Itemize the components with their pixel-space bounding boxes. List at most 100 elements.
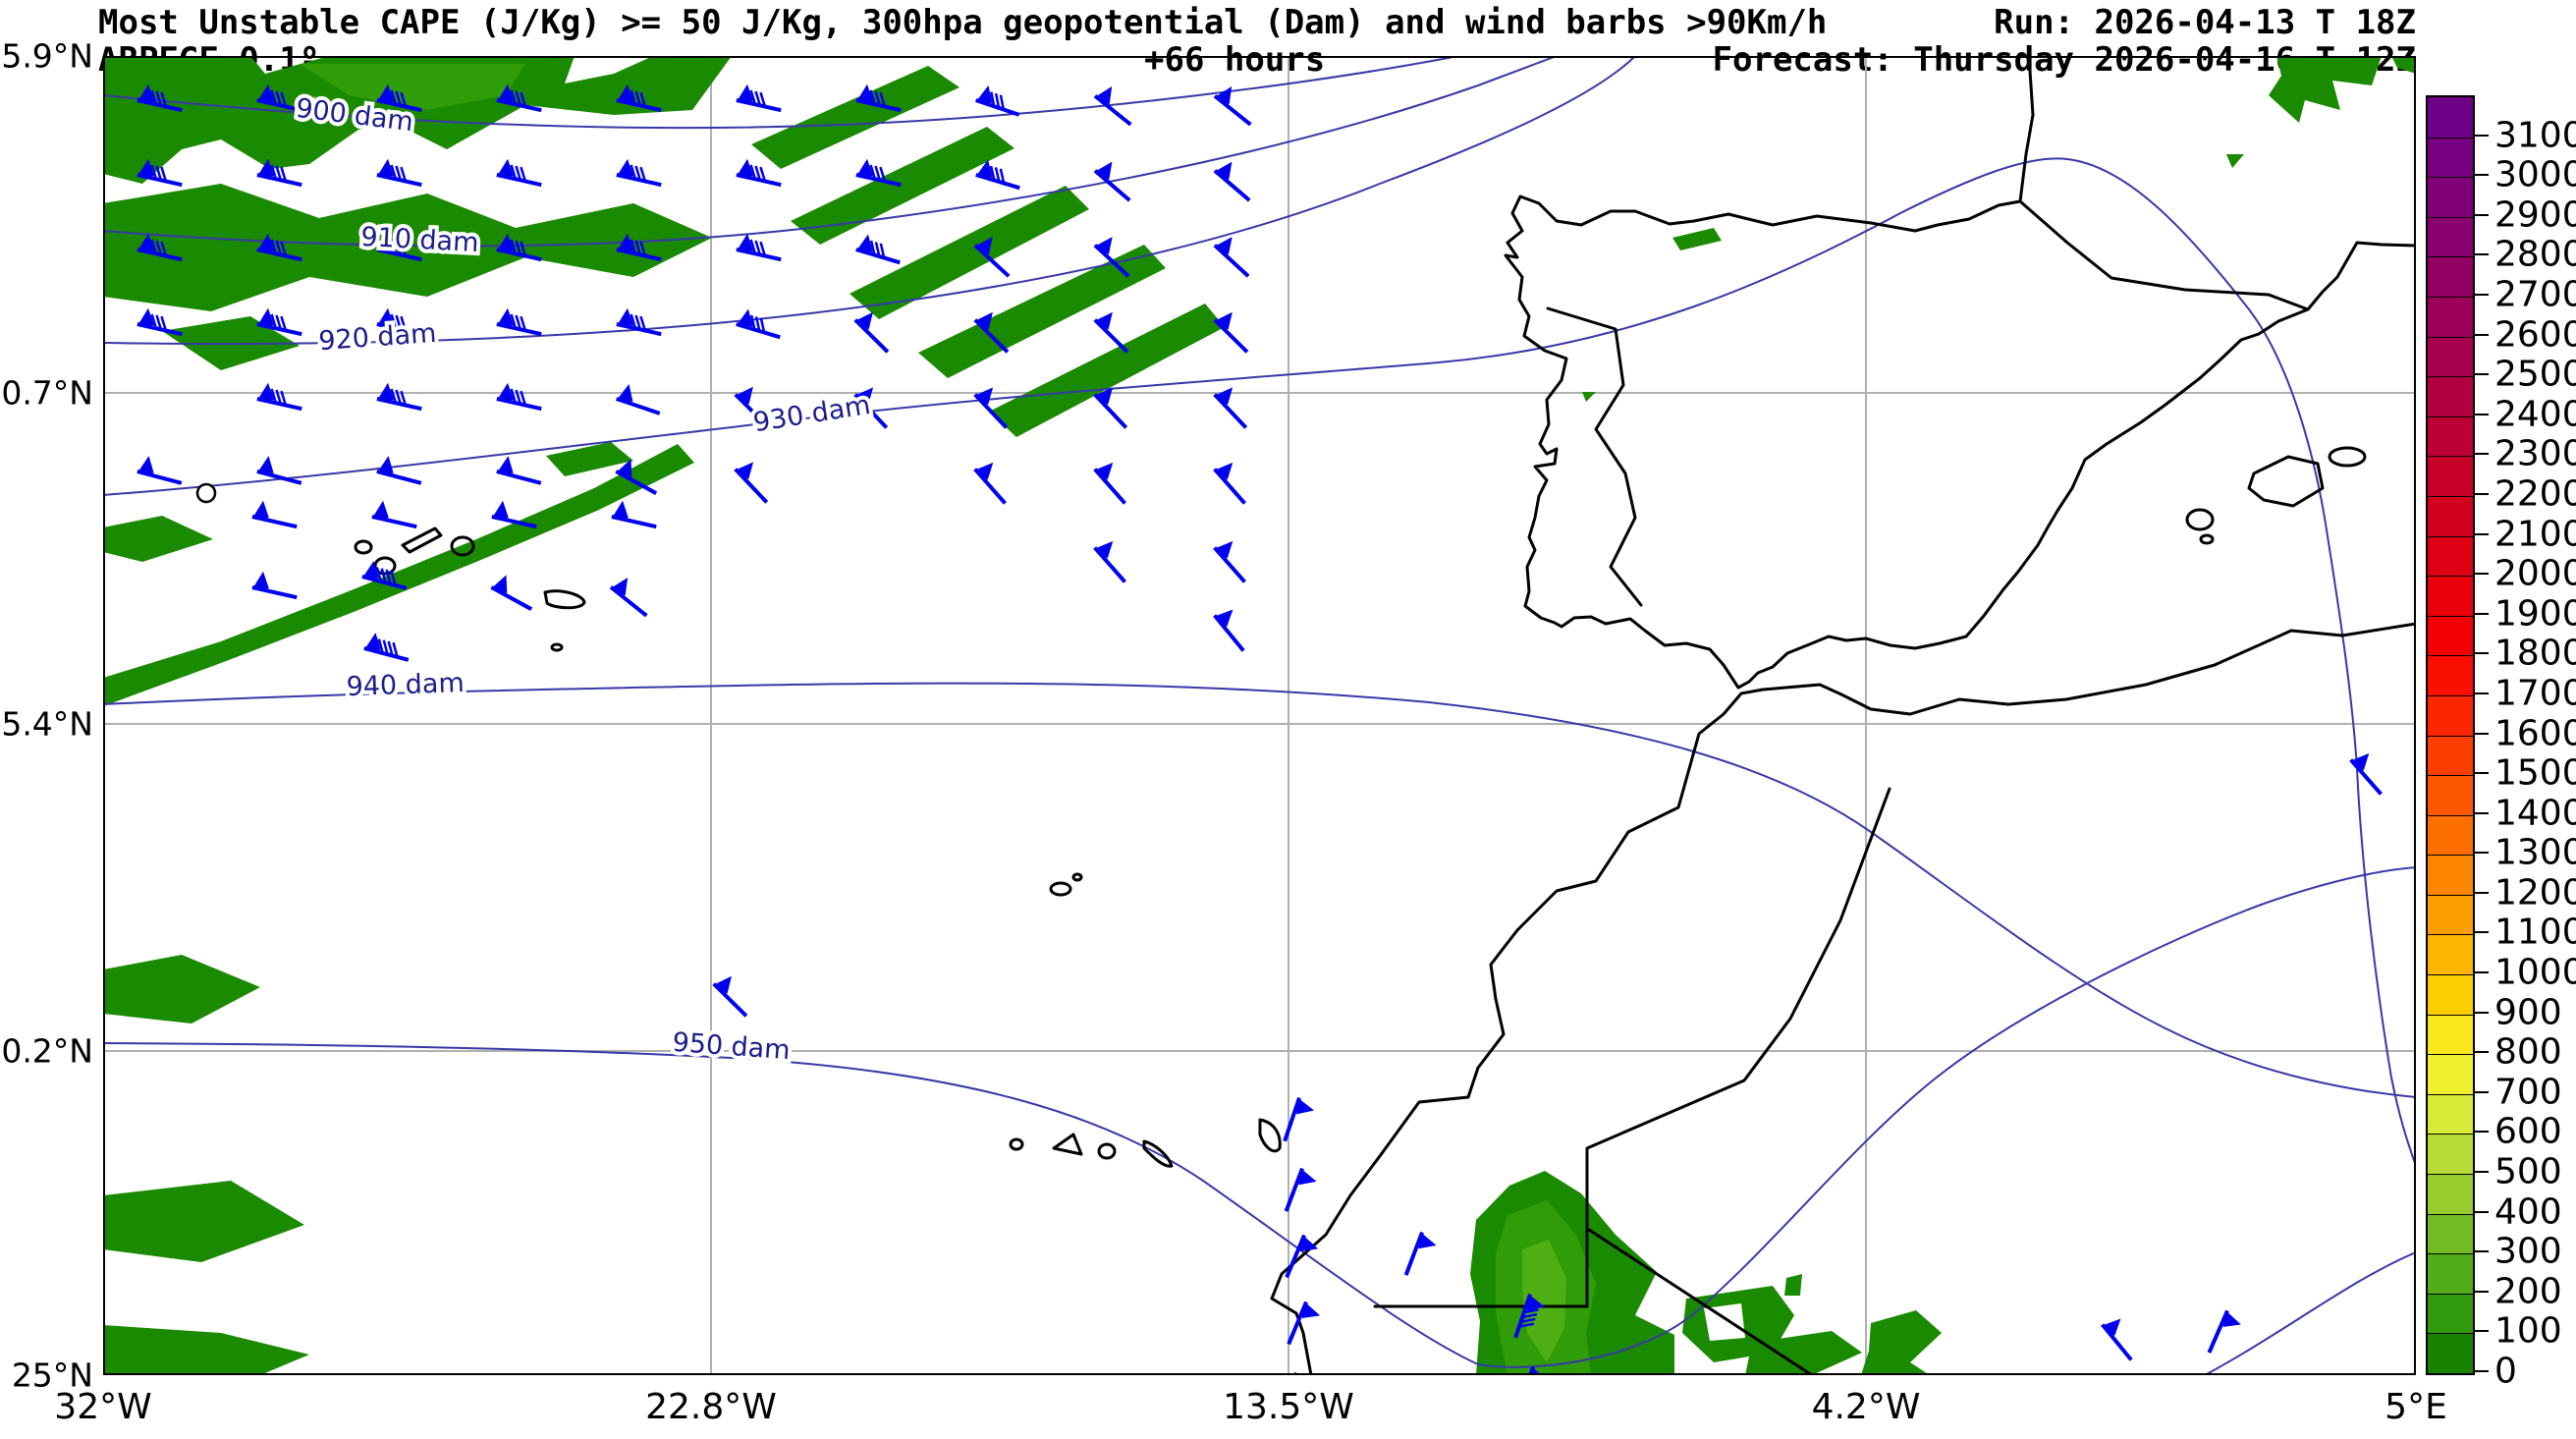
colorbar-tick bbox=[2475, 333, 2489, 336]
colorbar-segment bbox=[2428, 1293, 2473, 1334]
wind-barb-icon bbox=[973, 462, 1007, 505]
wind-barb-icon bbox=[2101, 1318, 2133, 1361]
colorbar-tick-label: 900 bbox=[2494, 992, 2562, 1033]
wind-barb-icon bbox=[491, 500, 537, 529]
colorbar-tick-label: 2700 bbox=[2494, 274, 2576, 315]
colorbar-segment bbox=[2428, 615, 2473, 656]
colorbar-segment bbox=[2428, 216, 2473, 257]
wind-barb-icon bbox=[376, 83, 422, 113]
colorbar-segment bbox=[2428, 735, 2473, 776]
wind-barb-icon bbox=[1213, 387, 1248, 429]
wind-barb-icon bbox=[609, 578, 648, 618]
colorbar-segment bbox=[2428, 177, 2473, 217]
colorbar-tick-label: 300 bbox=[2494, 1231, 2562, 1272]
azores-island bbox=[543, 589, 586, 610]
wind-barb-icon bbox=[1283, 1097, 1315, 1142]
formentera-island bbox=[2199, 533, 2215, 545]
colorbar-tick-label: 3000 bbox=[2494, 154, 2576, 195]
contour-900 bbox=[103, 56, 1459, 130]
colorbar-segment bbox=[2428, 974, 2473, 1015]
wind-barb-icon bbox=[855, 158, 902, 188]
colorbar-segment bbox=[2428, 137, 2473, 178]
cape-colorbar bbox=[2426, 95, 2475, 1375]
wind-barb-icon bbox=[496, 307, 542, 337]
contour-960 bbox=[2204, 1251, 2416, 1375]
wind-barb-icon bbox=[736, 308, 781, 340]
wind-barb-icon bbox=[712, 975, 748, 1018]
colorbar-segment bbox=[2428, 814, 2473, 856]
morocco-algeria-border bbox=[1585, 787, 1891, 1308]
colorbar-segment bbox=[2428, 1253, 2473, 1294]
colorbar-tick-label: 1000 bbox=[2494, 952, 2576, 993]
wind-barb-icon bbox=[1213, 609, 1245, 652]
wind-barb-icon bbox=[137, 456, 183, 485]
colorbar-segment bbox=[2428, 336, 2473, 377]
colorbar-tick-label: 2800 bbox=[2494, 234, 2576, 275]
wind-barb-icon bbox=[376, 307, 422, 337]
wind-barb-icon bbox=[256, 233, 302, 262]
colorbar-tick-label: 200 bbox=[2494, 1271, 2562, 1312]
colorbar-segment bbox=[2428, 535, 2473, 577]
wind-barb-icon bbox=[376, 233, 422, 262]
coastlines-borders bbox=[354, 56, 2416, 1375]
colorbar-segment bbox=[2428, 495, 2473, 536]
wind-barb-icon bbox=[363, 633, 410, 662]
colorbar-segment bbox=[2428, 456, 2473, 496]
colorbar-tick bbox=[2475, 852, 2489, 855]
colorbar-tick-label: 2400 bbox=[2494, 394, 2576, 435]
wind-barb-icon bbox=[615, 459, 658, 495]
wind-barb-icon bbox=[251, 571, 298, 600]
colorbar-tick bbox=[2475, 1090, 2489, 1093]
wind-barb-icon bbox=[853, 311, 890, 354]
colorbar-tick-label: 400 bbox=[2494, 1191, 2562, 1233]
wind-barb-icon bbox=[376, 382, 422, 412]
wind-barb-icon bbox=[2349, 752, 2383, 796]
colorbar-tick bbox=[2475, 293, 2489, 296]
closed-contour-ring bbox=[195, 482, 217, 504]
wind-barb-icon bbox=[855, 83, 902, 113]
wind-barb-icon bbox=[371, 500, 417, 529]
colorbar-tick-label: 1800 bbox=[2494, 633, 2576, 674]
colorbar-segment bbox=[2428, 296, 2473, 337]
azores-island bbox=[401, 526, 443, 554]
colorbar-tick bbox=[2475, 213, 2489, 216]
wind-barb-icon bbox=[1213, 462, 1246, 505]
colorbar-segment bbox=[2428, 894, 2473, 935]
colorbar-tick-label: 500 bbox=[2494, 1151, 2562, 1192]
wind-barb-icon bbox=[137, 307, 183, 337]
wind-barb-icon bbox=[256, 158, 302, 188]
wind-barb-icon bbox=[611, 500, 657, 529]
cape-shaded-areas bbox=[103, 56, 2416, 1375]
canary-island bbox=[1258, 1118, 1282, 1153]
colorbar-tick bbox=[2475, 811, 2489, 814]
wind-barb-icon bbox=[1093, 462, 1126, 505]
lat-tick-label: 40.7°N bbox=[0, 373, 93, 413]
colorbar-segment bbox=[2428, 256, 2473, 297]
colorbar-segment bbox=[2428, 1213, 2473, 1254]
wind-barb-icon bbox=[376, 158, 422, 188]
wind-barb-icon bbox=[1287, 1301, 1321, 1346]
wind-barb-icon bbox=[490, 575, 533, 611]
wind-barb-icon bbox=[855, 234, 901, 265]
wind-barb-icon bbox=[1513, 1294, 1546, 1339]
lon-tick-label: 4.2°W bbox=[1811, 1387, 1921, 1427]
canary-island bbox=[1142, 1139, 1174, 1168]
colorbar-tick-label: 2000 bbox=[2494, 553, 2576, 594]
algeria-mauritania-border bbox=[1587, 1228, 1814, 1375]
lat-tick-label: 30.2°N bbox=[0, 1031, 93, 1071]
wind-barb-icon bbox=[734, 462, 769, 504]
colorbar-tick bbox=[2475, 253, 2489, 256]
wind-barb-icon bbox=[734, 386, 770, 428]
colorbar-segment bbox=[2428, 1174, 2473, 1214]
colorbar-tick-label: 700 bbox=[2494, 1072, 2562, 1113]
ibiza-island bbox=[2185, 508, 2215, 531]
colorbar-tick bbox=[2475, 1330, 2489, 1333]
wind-barb-icon bbox=[137, 158, 183, 188]
wind-barb-icon bbox=[1093, 161, 1131, 202]
wind-barb-icon bbox=[2207, 1309, 2241, 1354]
colorbar-tick bbox=[2475, 413, 2489, 415]
colorbar-tick bbox=[2475, 891, 2489, 894]
colorbar-segment bbox=[2428, 376, 2473, 416]
wind-barb-icon bbox=[1093, 237, 1130, 278]
